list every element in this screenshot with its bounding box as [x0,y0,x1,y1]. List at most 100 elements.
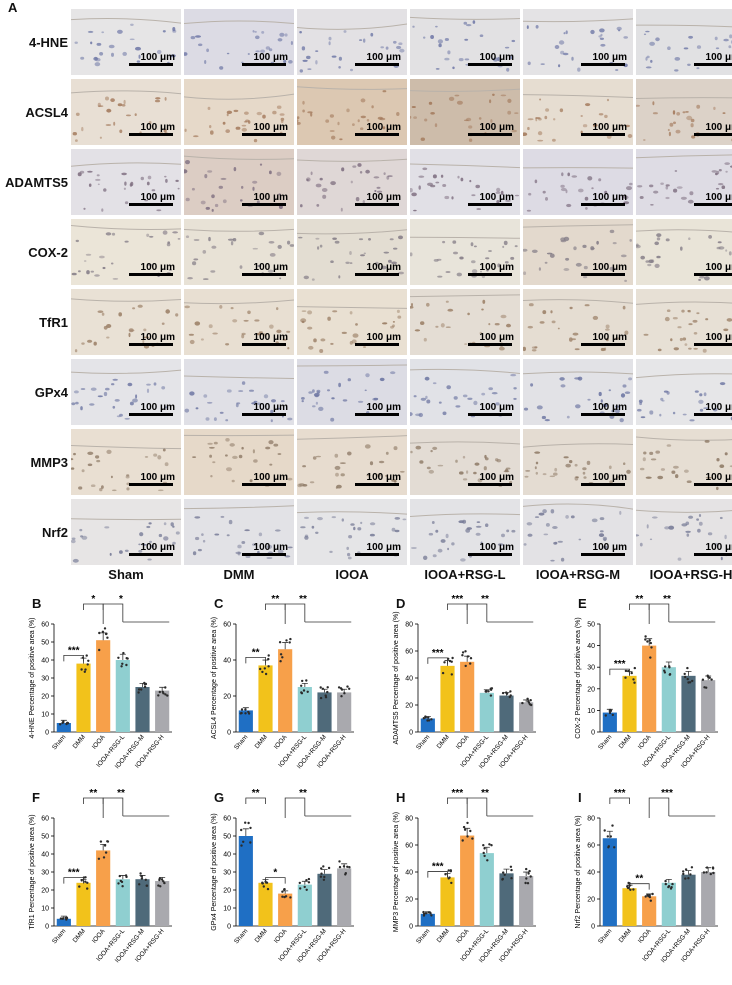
y-tick-label: 80 [405,622,413,629]
data-point [249,826,252,830]
scale-bar [468,343,512,346]
data-point [343,692,346,695]
scale-bar [581,483,625,486]
significance-bracket [648,797,716,818]
data-point [140,875,143,878]
scale-bar-label: 100 μm [592,472,627,483]
bar-dmm [76,882,91,926]
data-point [526,882,530,885]
bar-iooa-rsg-l [661,882,676,926]
micrograph-4-hne-iooa-rsg-l: 100 μm [410,9,520,75]
bar-iooa-rsg-m [499,695,514,732]
micrograph-gpx4-iooa-rsg-m: 100 μm [523,359,633,425]
y-tick-label: 10 [223,906,231,913]
scale-bar-label: 100 μm [140,122,175,133]
y-tick-label: 0 [45,924,49,931]
data-point [633,681,636,684]
data-point [466,655,470,658]
data-point [633,666,636,670]
micrograph-cox-2-iooa-rsg-l: 100 μm [410,219,520,285]
data-point [157,884,160,887]
bar-sham [238,836,253,926]
data-point [462,825,466,829]
scale-bar-label: 100 μm [253,332,288,343]
data-point [683,672,686,676]
y-tick-label: 40 [41,658,49,665]
y-tick-label: 40 [587,643,595,650]
data-point [279,653,283,656]
scale-bar [694,483,732,486]
micrograph-adamts5-dmm: 100 μm [184,149,294,215]
scale-bar [694,63,732,66]
bar-iooa-rsg-h [155,881,170,926]
data-point [327,866,331,870]
error-bar [119,875,126,880]
y-tick-label: 80 [587,816,595,823]
data-point [320,867,323,870]
scale-bar [581,203,625,206]
data-point [684,877,687,880]
data-point [644,635,647,638]
data-point [447,869,450,872]
chart-f: F 0 10 20 30 40 50 60 TfR1 Percentage of positiv… [6,788,176,973]
data-point [530,703,533,707]
data-point [646,640,649,643]
y-tick-label: 40 [41,852,49,859]
data-point [668,665,671,668]
bar-iooa-rsg-m [135,879,150,926]
data-point [143,685,147,689]
data-point [324,696,328,699]
micrograph-mmp3-iooa-rsg-h: 100 μm [636,429,732,495]
data-point [710,678,713,681]
data-point [482,851,485,855]
bar-iooa-rsg-l [297,687,312,732]
data-point [240,708,244,711]
significance-label: *** [432,862,444,873]
data-point [444,873,447,876]
bar-sham [420,913,435,926]
panel-letter-b: B [32,596,42,611]
data-point [682,872,685,876]
scale-bar-label: 100 μm [140,52,175,63]
data-point [611,713,614,717]
scale-bar-label: 100 μm [592,542,627,553]
column-label-iooa-rsg-m: IOOA+RSG-M [535,567,621,582]
data-point [98,631,101,635]
data-point [646,893,649,897]
scale-bar-label: 100 μm [366,262,401,273]
significance-label: ** [299,788,307,799]
data-point [307,877,311,881]
data-point [87,659,90,662]
bar-dmm [76,663,91,732]
data-point [121,662,124,665]
significance-label: *** [432,648,444,659]
micrograph-adamts5-sham: 100 μm [71,149,181,215]
scale-bar-label: 100 μm [479,52,514,63]
error-bar [242,828,249,836]
micrograph-nrf2-iooa-rsg-l: 100 μm [410,499,520,565]
chart-d: D 0 20 40 60 80 ADAMTS5 Percentage of positive… [370,594,540,779]
data-point [281,656,284,659]
scale-bar-label: 100 μm [253,402,288,413]
x-tick-label: IOOA [637,927,653,944]
data-point [603,829,606,832]
data-point [259,667,262,671]
significance-bracket [284,797,352,818]
chart-b: B 0 10 20 30 40 50 60 4-HNE Percentage of positi… [6,594,176,779]
x-tick-label: DMM [254,734,269,750]
bar-iooa-rsg-m [499,873,514,926]
scale-bar-label: 100 μm [705,122,732,133]
micrograph-nrf2-dmm: 100 μm [184,499,294,565]
y-tick-label: 80 [405,816,413,823]
data-point [267,657,270,661]
data-point [469,657,473,660]
chart-h: H 0 20 40 60 80 MMP3 Percentage of positive ar… [370,788,540,973]
x-tick-label: Sham [597,928,613,946]
data-point [627,669,630,673]
scale-bar-label: 100 μm [705,542,732,553]
data-point [298,881,301,885]
data-point [422,717,425,720]
scale-bar-label: 100 μm [592,192,627,203]
data-point [340,695,343,698]
y-tick-label: 10 [41,906,49,913]
